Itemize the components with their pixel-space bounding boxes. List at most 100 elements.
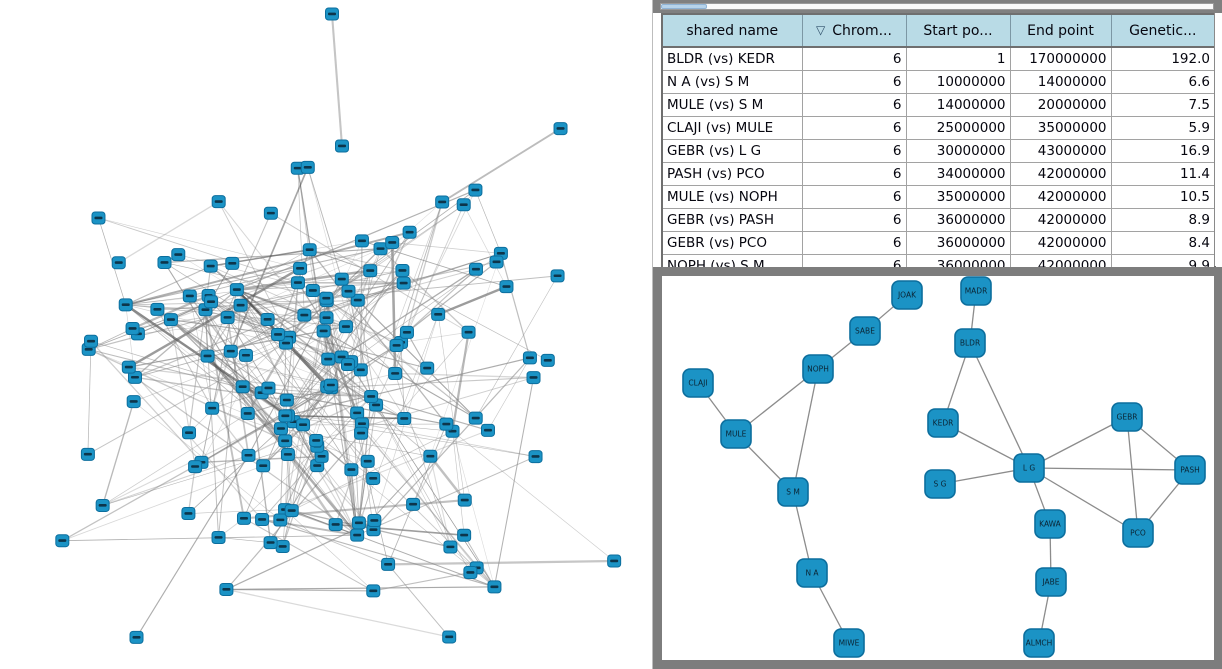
- network-node[interactable]: [203, 259, 218, 273]
- network-node[interactable]: [354, 426, 369, 440]
- network-edge[interactable]: [1028, 467, 1191, 471]
- network-node[interactable]: [296, 418, 311, 432]
- network-node[interactable]: [182, 426, 197, 440]
- network-node[interactable]: [163, 313, 178, 327]
- network-node[interactable]: [406, 497, 421, 511]
- network-node[interactable]: [279, 393, 294, 407]
- network-node[interactable]: [316, 324, 331, 338]
- network-node-jabe[interactable]: JABE: [1035, 567, 1067, 597]
- network-node[interactable]: [219, 582, 234, 596]
- network-node[interactable]: [121, 360, 136, 374]
- network-node[interactable]: [385, 236, 400, 250]
- network-node[interactable]: [395, 264, 410, 278]
- network-node[interactable]: [522, 351, 537, 365]
- network-node[interactable]: [399, 325, 414, 339]
- column-header-start-po[interactable]: Start po...: [905, 13, 1011, 48]
- network-node[interactable]: [233, 298, 248, 312]
- network-node[interactable]: [353, 363, 368, 377]
- network-node[interactable]: [340, 358, 355, 372]
- network-node[interactable]: [363, 264, 378, 278]
- network-node-joak[interactable]: JOAK: [891, 280, 923, 310]
- network-node-s-g[interactable]: S G: [924, 469, 956, 499]
- network-node[interactable]: [350, 528, 365, 542]
- network-node[interactable]: [328, 518, 343, 532]
- network-node[interactable]: [443, 540, 458, 554]
- network-node[interactable]: [341, 284, 356, 298]
- network-node-n-a[interactable]: N A: [796, 558, 828, 588]
- network-node[interactable]: [278, 409, 293, 423]
- network-node[interactable]: [125, 322, 140, 336]
- network-node[interactable]: [240, 407, 255, 421]
- network-node[interactable]: [334, 272, 349, 286]
- filter-funnel-icon[interactable]: ▽: [816, 22, 826, 37]
- horizontal-scrollbar-track[interactable]: [660, 3, 1214, 10]
- network-node[interactable]: [463, 566, 478, 580]
- network-node[interactable]: [388, 366, 403, 380]
- network-node[interactable]: [273, 513, 288, 527]
- network-node[interactable]: [111, 256, 126, 270]
- network-node[interactable]: [381, 557, 396, 571]
- network-node[interactable]: [188, 460, 203, 474]
- table-row[interactable]: MULE (vs) NOPH 6 35000000 42000000 10.5: [661, 185, 1216, 209]
- table-row[interactable]: PASH (vs) PCO 6 34000000 42000000 11.4: [661, 162, 1216, 186]
- network-node-almch[interactable]: ALMCH: [1023, 628, 1055, 658]
- network-node[interactable]: [211, 195, 226, 209]
- network-node[interactable]: [468, 262, 483, 276]
- table-row[interactable]: CLAJI (vs) MULE 6 25000000 35000000 5.9: [661, 116, 1216, 140]
- vertical-scrollbar[interactable]: [1214, 13, 1222, 266]
- network-node[interactable]: [220, 310, 235, 324]
- network-node[interactable]: [367, 513, 382, 527]
- network-node[interactable]: [354, 234, 369, 248]
- network-node[interactable]: [223, 344, 238, 358]
- network-node-kawa[interactable]: KAWA: [1034, 509, 1066, 539]
- network-node[interactable]: [261, 381, 276, 395]
- network-node[interactable]: [319, 291, 334, 305]
- network-node[interactable]: [200, 349, 215, 363]
- network-node[interactable]: [91, 211, 106, 225]
- network-node[interactable]: [205, 401, 220, 415]
- network-node[interactable]: [457, 528, 472, 542]
- network-node[interactable]: [263, 536, 278, 550]
- network-node[interactable]: [350, 293, 365, 307]
- network-node[interactable]: [366, 471, 381, 485]
- network-node[interactable]: [499, 280, 514, 294]
- network-node-s-m[interactable]: S M: [777, 477, 809, 507]
- network-node-kedr[interactable]: KEDR: [927, 408, 959, 438]
- network-node[interactable]: [204, 295, 219, 309]
- network-node[interactable]: [350, 406, 365, 420]
- network-node[interactable]: [95, 498, 110, 512]
- network-node[interactable]: [260, 312, 275, 326]
- network-node[interactable]: [431, 307, 446, 321]
- network-node[interactable]: [423, 449, 438, 463]
- network-edge[interactable]: [1028, 467, 1139, 534]
- network-node[interactable]: [397, 412, 412, 426]
- network-node[interactable]: [278, 434, 293, 448]
- network-node[interactable]: [338, 320, 353, 334]
- network-node[interactable]: [157, 256, 172, 270]
- network-node[interactable]: [461, 325, 476, 339]
- network-node[interactable]: [293, 261, 308, 275]
- network-node[interactable]: [271, 328, 286, 342]
- network-node[interactable]: [309, 434, 324, 448]
- network-node[interactable]: [225, 256, 240, 270]
- network-node-claji[interactable]: CLAJI: [682, 368, 714, 398]
- network-node[interactable]: [150, 302, 165, 316]
- column-header-genetic[interactable]: Genetic...: [1110, 13, 1216, 48]
- subnetwork-canvas[interactable]: JOAK MADR SABE BLDR NOPH CLAJI MULE KEDR GEBR L G…: [653, 267, 1222, 669]
- network-node-l-g[interactable]: L G: [1013, 453, 1045, 483]
- network-node[interactable]: [297, 308, 312, 322]
- network-node[interactable]: [526, 371, 541, 385]
- network-node[interactable]: [528, 450, 543, 464]
- network-node[interactable]: [364, 390, 379, 404]
- network-node-bldr[interactable]: BLDR: [954, 328, 986, 358]
- network-node[interactable]: [468, 183, 483, 197]
- network-node[interactable]: [238, 348, 253, 362]
- network-node[interactable]: [300, 160, 315, 174]
- network-node[interactable]: [373, 242, 388, 256]
- network-node[interactable]: [181, 506, 196, 520]
- network-node[interactable]: [241, 448, 256, 462]
- network-node[interactable]: [420, 361, 435, 375]
- network-node[interactable]: [389, 338, 404, 352]
- network-node[interactable]: [290, 276, 305, 290]
- subnetwork-background[interactable]: [662, 276, 1214, 660]
